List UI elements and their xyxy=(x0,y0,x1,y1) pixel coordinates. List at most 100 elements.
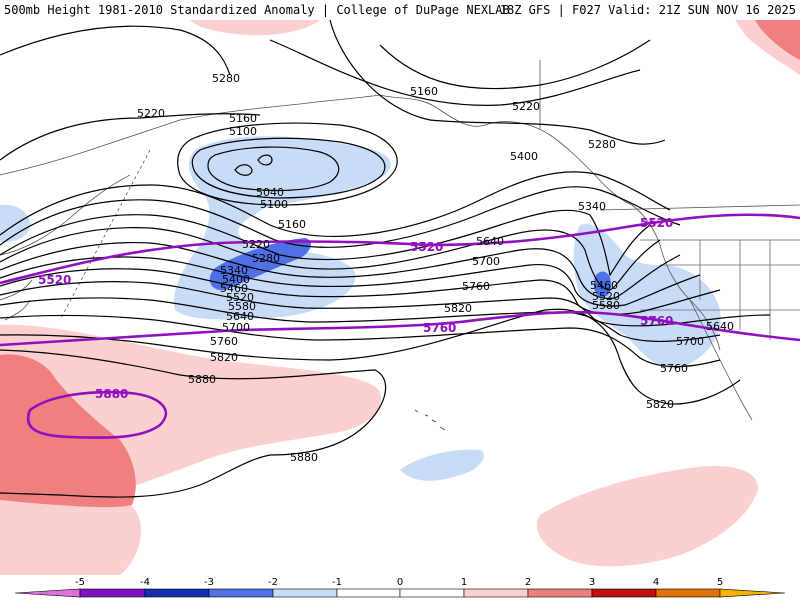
color-scale-bar: -5 -4 -3 -2 -1 0 1 2 3 4 5 xyxy=(14,577,786,598)
contour-label: 5640 xyxy=(706,320,734,333)
highlight-labels: 5520 5520 5520 5760 5760 5880 xyxy=(38,216,673,401)
scale-tick-label: 4 xyxy=(653,577,659,588)
scale-tick-label: -2 xyxy=(268,577,278,588)
highlight-label: 5520 xyxy=(640,216,673,230)
aleutian-chain xyxy=(179,94,381,121)
contour-5640-main xyxy=(0,281,771,327)
contour-label: 5280 xyxy=(588,138,616,151)
contour-label: 5820 xyxy=(646,398,674,411)
scale-swatch-pos4 xyxy=(655,588,721,598)
contour-label: 5220 xyxy=(137,107,165,120)
highlighted-contours xyxy=(0,213,800,439)
contour-5400-main xyxy=(0,227,661,291)
contour-label: 5040 xyxy=(256,186,284,199)
contour-label: 5220 xyxy=(512,100,540,113)
contour-label: 5280 xyxy=(212,72,240,85)
scale-tick-label: 5 xyxy=(717,577,723,588)
scale-swatch-pos5 xyxy=(719,588,786,598)
map-title: 500mb Height 1981-2010 Standardized Anom… xyxy=(4,3,510,17)
negative-anomaly-core-west-coast xyxy=(593,271,612,298)
anomaly-map: 5280 5160 5220 5220 5160 5100 5040 5100 … xyxy=(0,20,800,575)
scale-tick-label: 1 xyxy=(461,577,467,588)
scale-tick-label: 0 xyxy=(397,577,403,588)
contour-label: 5400 xyxy=(222,273,250,286)
contour-label: 5100 xyxy=(260,198,288,211)
contour-label: 5160 xyxy=(278,218,306,231)
contour-label: 5520 xyxy=(226,291,254,304)
contour-5280-upper xyxy=(329,20,666,145)
model-run-info: 18Z GFS | F027 Valid: 21Z SUN NOV 16 202… xyxy=(499,3,796,17)
contour-label: 5580 xyxy=(228,300,256,313)
contour-5040-ring xyxy=(207,146,340,192)
contour-5100-ring xyxy=(191,137,386,199)
contour-5220-left xyxy=(0,113,261,161)
hawaii-islands xyxy=(414,409,446,431)
contour-label: 5520 xyxy=(592,290,620,303)
title-bar: 500mb Height 1981-2010 Standardized Anom… xyxy=(0,0,800,20)
contour-label: 5160 xyxy=(410,85,438,98)
height-contours xyxy=(0,20,771,498)
kamchatka-coastline xyxy=(0,174,131,256)
scale-swatch-neg5 xyxy=(14,588,81,598)
siberia-coastline xyxy=(0,119,181,176)
contour-5280-main xyxy=(0,186,681,248)
highlight-5880-contour xyxy=(26,390,168,439)
contour-label: 5460 xyxy=(590,279,618,292)
scale-swatch-neutral-high xyxy=(399,588,465,598)
highlight-5760-contour xyxy=(0,310,800,347)
strong-positive-anomaly-region xyxy=(0,354,136,508)
us-state-borders xyxy=(640,239,800,340)
alaska-coastline xyxy=(379,94,633,206)
scale-swatch-neg2 xyxy=(208,588,274,598)
contour-label: 5400 xyxy=(510,150,538,163)
scale-tick-label: -1 xyxy=(332,577,342,588)
positive-anomaly-region-southeast xyxy=(536,466,759,567)
negative-anomaly-region-west xyxy=(0,204,31,243)
contour-5700-main xyxy=(0,297,721,343)
positive-anomaly-region-north xyxy=(190,20,320,36)
contour-label: 5160 xyxy=(229,112,257,125)
scale-swatch-neutral-low xyxy=(336,588,401,598)
scale-tick-label: -3 xyxy=(204,577,214,588)
color-scale-swatches xyxy=(14,588,786,598)
contour-label: 5280 xyxy=(252,252,280,265)
contour-5820-main xyxy=(0,308,741,405)
contour-label: 5700 xyxy=(222,321,250,334)
contour-label: 5640 xyxy=(476,235,504,248)
contour-label: 5760 xyxy=(462,280,490,293)
color-scale-ticks: -5 -4 -3 -2 -1 0 1 2 3 4 5 xyxy=(75,577,723,588)
canada-us-border xyxy=(599,204,800,211)
contour-label: 5700 xyxy=(472,255,500,268)
contour-5160-north xyxy=(379,39,651,90)
contour-5220-north xyxy=(269,39,641,106)
scale-tick-label: -5 xyxy=(75,577,85,588)
negative-anomaly-region-hawaii xyxy=(400,449,484,481)
contour-label: 5700 xyxy=(676,335,704,348)
scale-swatch-pos3 xyxy=(591,588,657,598)
contour-5880-main xyxy=(0,349,387,498)
scale-tick-label: -4 xyxy=(140,577,150,588)
japan-outline xyxy=(0,279,33,321)
highlight-label: 5760 xyxy=(423,321,456,335)
contour-5580-main xyxy=(0,268,721,315)
contour-label: 5100 xyxy=(229,125,257,138)
contour-5160-ring xyxy=(177,122,398,206)
positive-anomaly-region-southwest xyxy=(0,500,141,575)
contour-label: 5340 xyxy=(578,200,606,213)
contour-label: 5580 xyxy=(592,299,620,312)
contour-5520-main xyxy=(0,256,701,307)
highlight-label: 5520 xyxy=(410,240,443,254)
contour-low-center-a xyxy=(234,164,253,176)
anomaly-shading xyxy=(0,20,800,575)
contour-label: 5760 xyxy=(660,362,688,375)
contour-label: 5820 xyxy=(444,302,472,315)
scale-tick-label: 2 xyxy=(525,577,531,588)
contour-label: 5760 xyxy=(210,335,238,348)
scale-swatch-neg3 xyxy=(144,588,210,598)
contour-labels: 5280 5160 5220 5220 5160 5100 5040 5100 … xyxy=(137,72,734,464)
contour-label: 5340 xyxy=(220,264,248,277)
highlight-label: 5760 xyxy=(640,314,673,328)
contour-label: 5460 xyxy=(220,282,248,295)
contour-low-center-b xyxy=(257,154,273,166)
highlight-label: 5520 xyxy=(38,273,71,287)
